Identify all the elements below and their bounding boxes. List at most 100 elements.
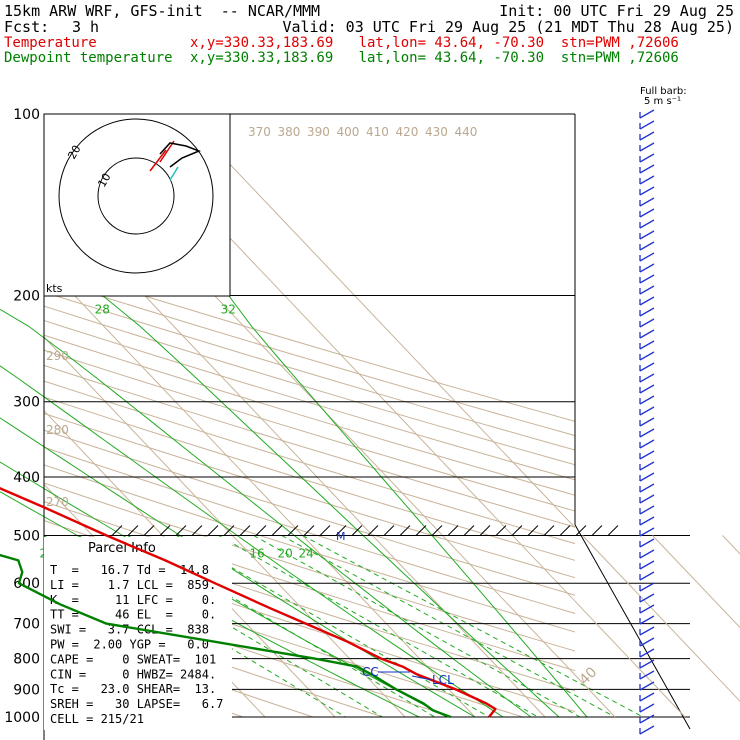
wind-barb-shaft	[639, 461, 655, 471]
hodograph-frame	[43, 113, 231, 297]
hatch-mark	[511, 525, 523, 536]
wind-barb-shaft	[639, 681, 655, 691]
wind-barb-shaft	[639, 604, 655, 614]
temperature-legend: Temperature	[4, 35, 97, 51]
wind-barb-shaft	[639, 637, 655, 647]
parcel-row: SWI = 3.7 CCL = 838	[50, 623, 209, 637]
wind-barbs: Full barb:5 m s⁻¹	[639, 86, 687, 735]
dry-adiabat-line	[44, 264, 575, 422]
wind-barb-shaft	[639, 615, 655, 625]
level-markers: CC LCL M	[111, 525, 619, 687]
wind-barb-shaft	[639, 593, 655, 603]
isotherm-line	[181, 114, 575, 529]
fcst-value: 3 h	[72, 18, 100, 36]
wind-barb-shaft	[639, 560, 655, 570]
pressure-label: 700	[13, 617, 40, 633]
wind-barb-shaft	[639, 406, 655, 416]
hodograph-units: kts	[46, 282, 63, 295]
pressure-label: 400	[13, 470, 40, 486]
hatch-mark	[207, 525, 219, 536]
wind-barb-shaft	[639, 340, 655, 350]
wind-barb-shaft	[639, 285, 655, 295]
hatch-mark	[607, 525, 619, 536]
theta-label: 380	[278, 125, 301, 139]
hodograph-ring-label-20: 20	[65, 143, 83, 162]
hodograph-vector-cyan	[169, 166, 179, 181]
barb-key-units: 5 m s⁻¹	[644, 96, 681, 107]
hatch-mark	[159, 525, 171, 536]
parcel-info-box: Parcel Info T = 16.7 Td = 14.8LI = 1.7 LC…	[44, 537, 232, 730]
hatch-mark	[303, 525, 315, 536]
wind-barb-shaft	[639, 142, 655, 152]
dry-adiabat-line	[44, 334, 575, 496]
hatch-mark	[495, 525, 507, 536]
theta-label: 370	[248, 125, 271, 139]
profiles	[0, 486, 497, 719]
wind-barb-shaft	[639, 395, 655, 405]
parcel-row: CIN = 0 HWBZ= 2484.	[50, 667, 216, 681]
parcel-row: K = 11 LFC = 0.	[50, 593, 216, 607]
wind-barb-shaft	[639, 714, 655, 724]
wind-barb-shaft	[639, 483, 655, 493]
isotherm-line	[44, 262, 476, 718]
isotherm-line	[44, 336, 406, 718]
hatch-mark	[255, 525, 267, 536]
wind-barb-shaft	[639, 582, 655, 592]
theta-label: 390	[307, 125, 330, 139]
isotherm-line	[44, 409, 336, 718]
mixing-ratio-label: 24	[299, 546, 314, 560]
parcel-row: T = 16.7 Td = 14.8	[50, 563, 209, 577]
wind-barb-shaft	[639, 571, 655, 581]
lower-frame-diagonal	[574, 524, 691, 730]
theta-label: 430	[425, 125, 448, 139]
temperature-info: x,y=330.33,183.69 lat,lon= 43.64, -70.30…	[190, 35, 679, 51]
pressure-label: 900	[13, 682, 40, 698]
wind-barb-shaft	[639, 153, 655, 163]
parcel-row: LI = 1.7 LCL = 859.	[50, 578, 216, 592]
dewpoint-profile	[0, 553, 451, 719]
mixing-ratio-label: 2	[40, 546, 48, 560]
dry-adiabat-line	[44, 429, 575, 596]
valid-time: Valid: 03 UTC Fri 29 Aug 25 (21 MDT Thu …	[282, 18, 734, 36]
wind-barb-shaft	[639, 428, 655, 438]
dry-adiabat-line	[44, 602, 384, 718]
wind-barb-shaft	[639, 549, 655, 559]
dry-adiabat-line	[44, 277, 575, 437]
wind-barb-shaft	[639, 384, 655, 394]
wind-barb-shaft	[639, 241, 655, 251]
parcel-row: CELL = 215/21	[50, 712, 144, 726]
hodograph-trace	[159, 142, 202, 168]
wind-barb-shaft	[639, 373, 655, 383]
hatch-mark	[383, 525, 395, 536]
wind-barb-shaft	[639, 527, 655, 537]
hatch-mark	[111, 525, 123, 536]
parcel-row: CAPE = 0 SWEAT= 101	[50, 652, 216, 666]
theta-label-left: 290	[46, 349, 69, 363]
theta-label: 420	[396, 125, 419, 139]
mixing-ratio-label: 16	[250, 546, 265, 560]
hatch-mark	[591, 525, 603, 536]
hatch-mark	[335, 525, 347, 536]
hodograph-ring-10	[97, 157, 175, 235]
hatch-mark	[479, 525, 491, 536]
model-title: 15km ARW WRF, GFS-init -- NCAR/MMM	[4, 2, 321, 20]
theta-label: 400	[337, 125, 360, 139]
wind-barb-shaft	[639, 362, 655, 372]
dry-adiabat-line	[44, 291, 575, 451]
barb-key-label: Full barb:	[640, 86, 687, 97]
wind-barb-shaft	[639, 186, 655, 196]
wind-barb-shaft	[639, 351, 655, 361]
wind-barb-shaft	[639, 318, 655, 328]
pressure-label: 500	[13, 528, 40, 544]
init-time: Init: 00 UTC Fri 29 Aug 25	[499, 2, 734, 20]
dewpoint-info: x,y=330.33,183.69 lat,lon= 43.64, -70.30…	[190, 50, 679, 66]
hatch-mark	[319, 525, 331, 536]
hodograph-vector-red	[149, 140, 175, 172]
theta-label: 440	[455, 125, 478, 139]
parcel-row: Tc = 23.0 SHEAR= 13.	[50, 682, 216, 696]
hatch-mark	[527, 525, 539, 536]
dry-adiabat-line	[44, 482, 575, 652]
wind-barb-shaft	[639, 472, 655, 482]
mixing-ratio-line	[218, 535, 539, 718]
